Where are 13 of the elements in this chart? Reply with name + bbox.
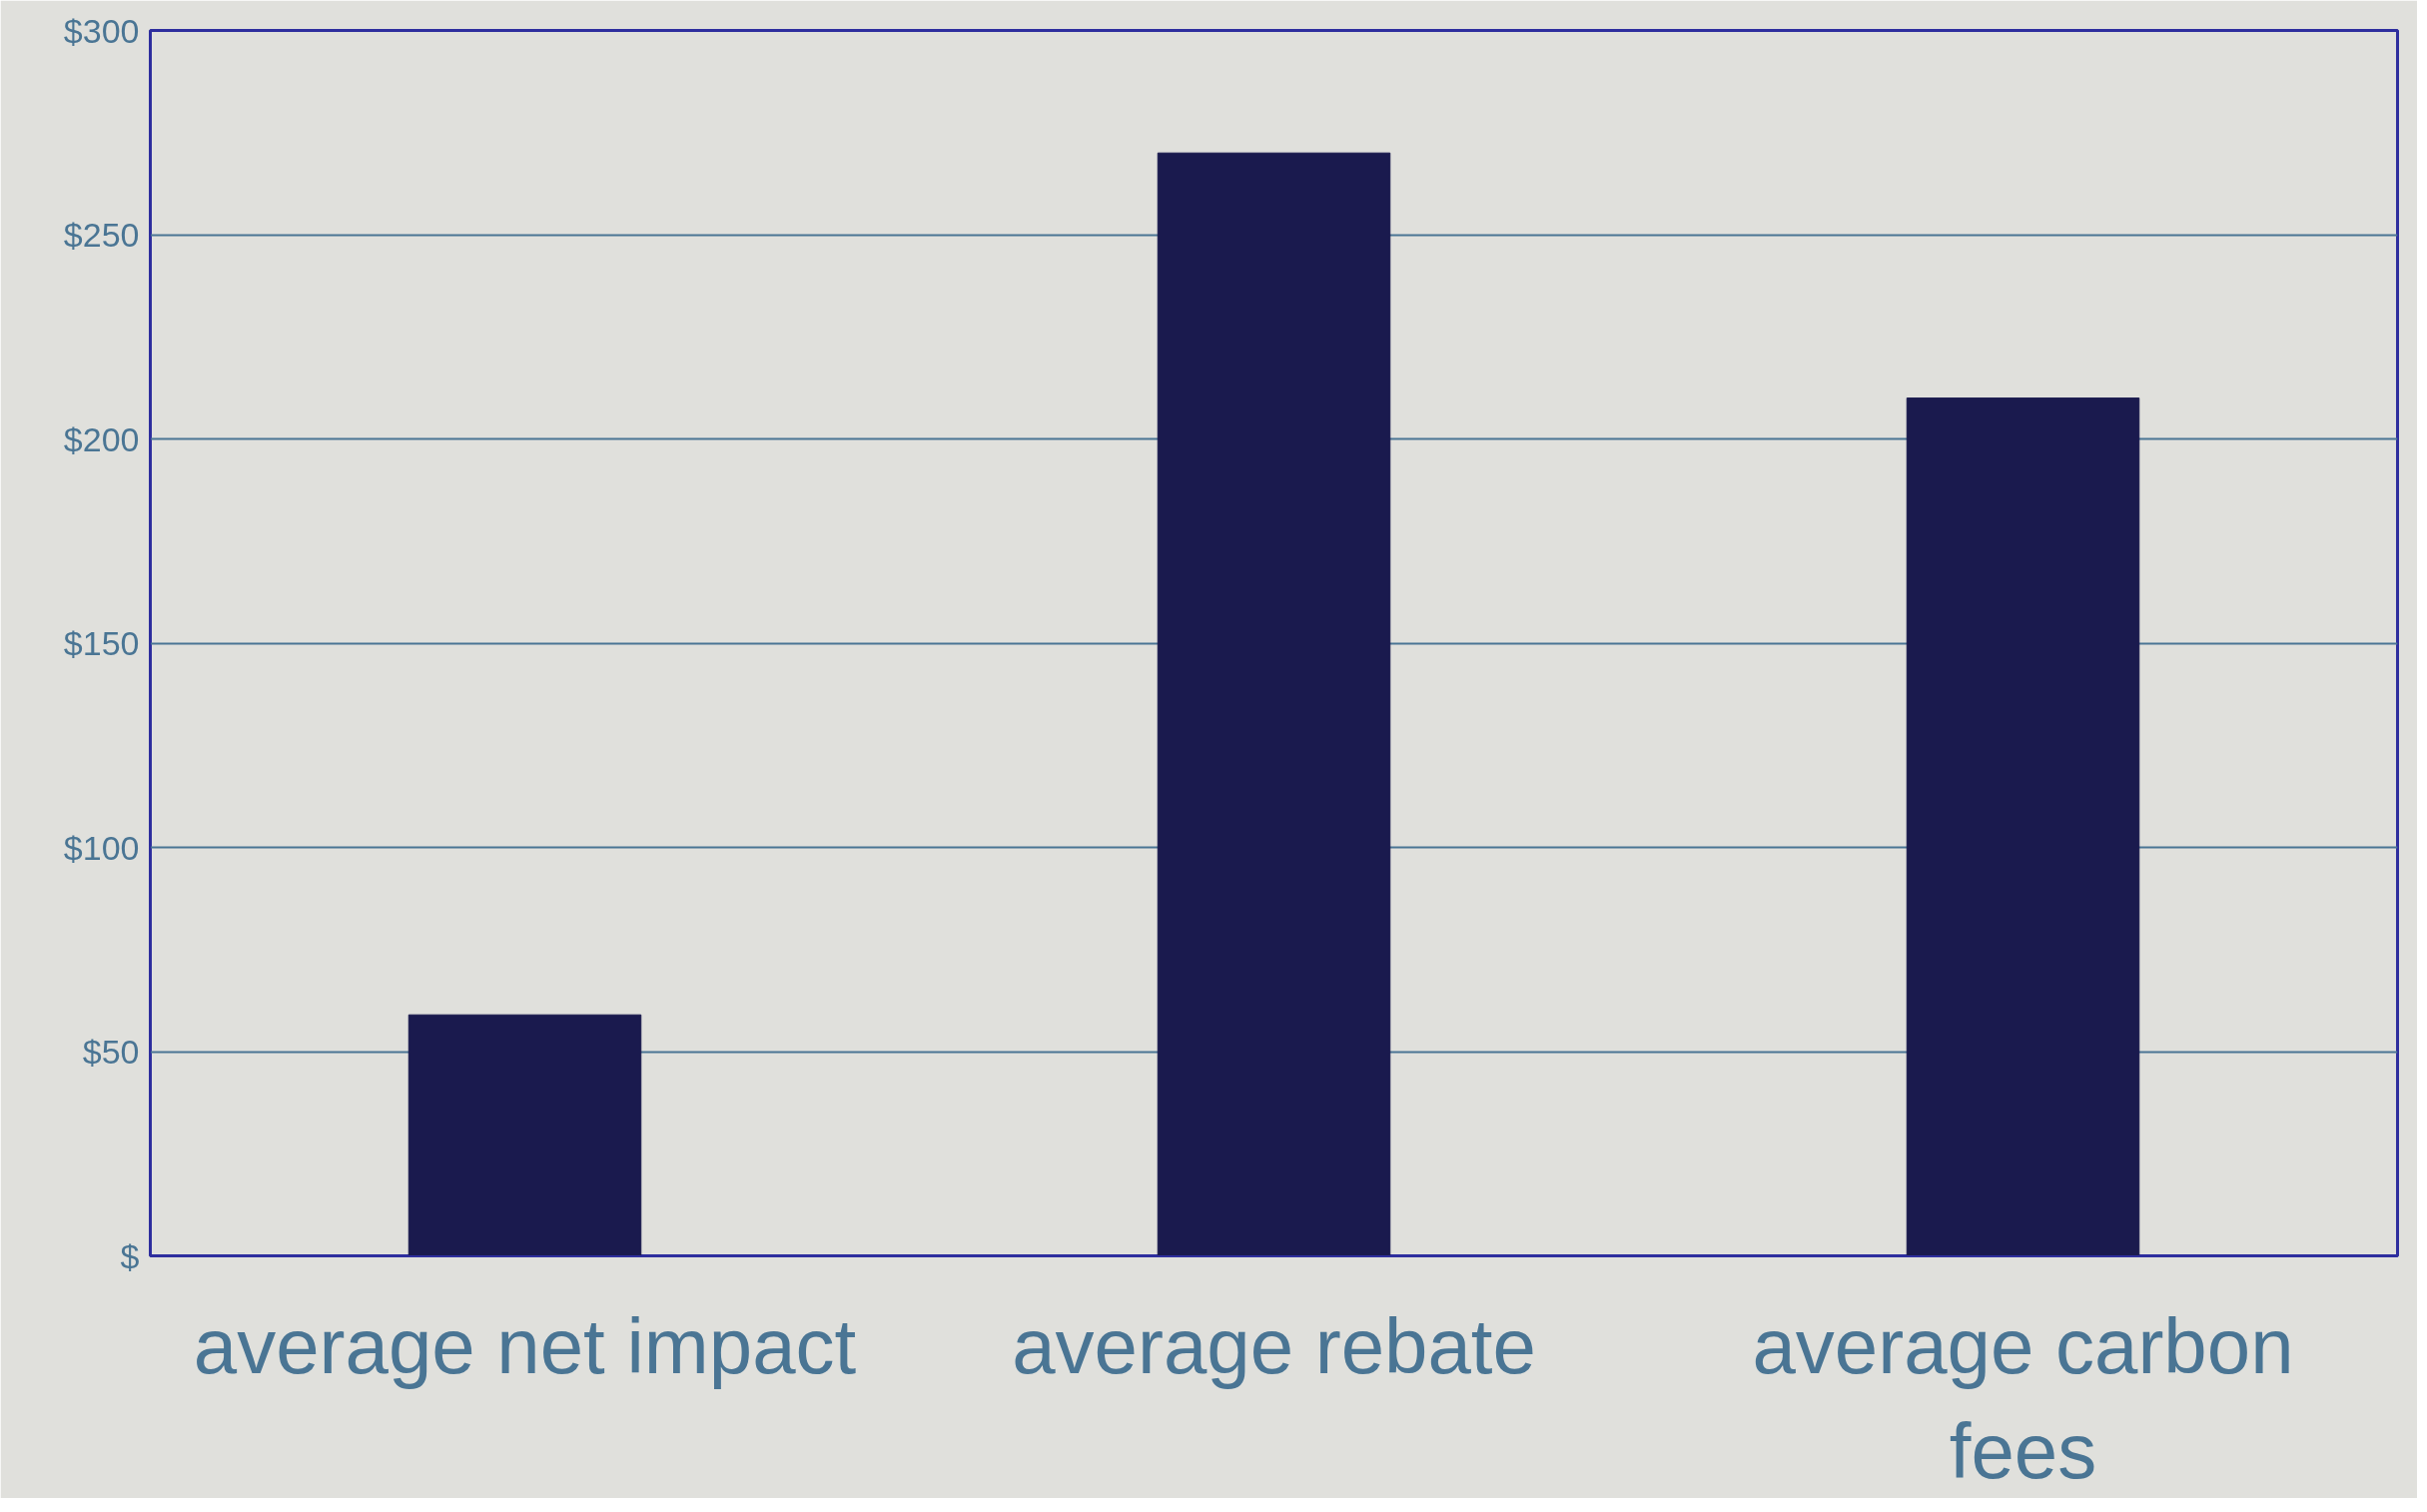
- bar: [1906, 397, 2140, 1256]
- bar: [407, 1014, 642, 1256]
- bar: [1157, 152, 1391, 1256]
- x-tick-label: average carbon fees: [1752, 1301, 2294, 1496]
- y-tick-label: $50: [82, 1033, 140, 1071]
- x-tick-label: average net impact: [193, 1301, 857, 1390]
- y-tick-label: $200: [63, 419, 140, 458]
- y-tick-label: $250: [63, 216, 140, 254]
- y-tick-label: $: [120, 1236, 140, 1275]
- y-tick-label: $300: [63, 11, 140, 50]
- y-tick-label: $100: [63, 828, 140, 867]
- x-tick-label: average rebate: [1012, 1301, 1536, 1390]
- y-tick-label: $150: [63, 624, 140, 662]
